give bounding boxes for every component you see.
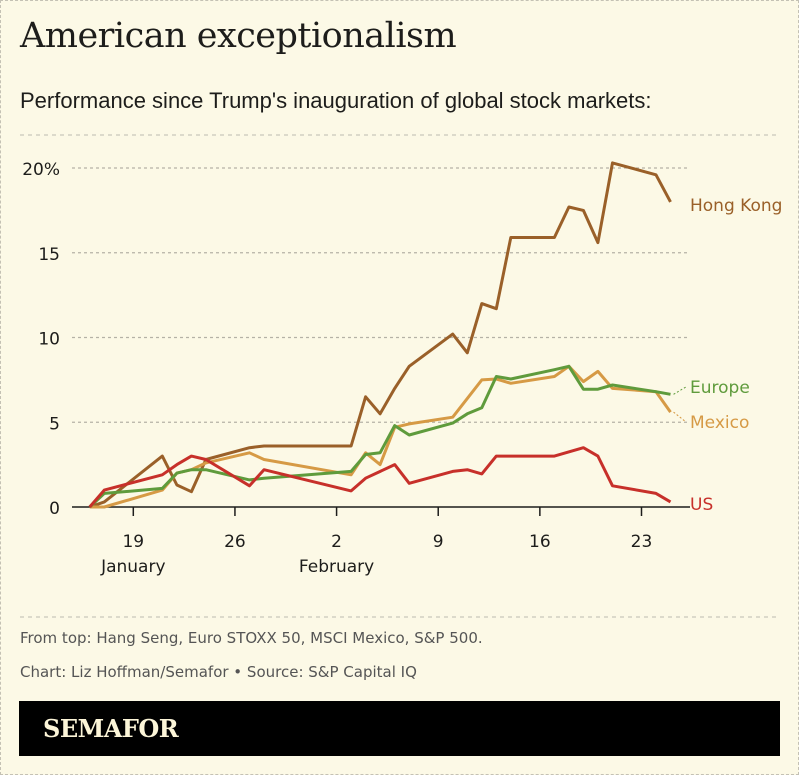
x-tick-label: 23: [631, 532, 653, 552]
y-tick-label: 5: [49, 414, 60, 434]
series-line-us: [88, 446, 672, 508]
series-label: Mexico: [690, 413, 749, 433]
y-tick-label: 10: [38, 330, 60, 350]
y-tick-label: 20%: [22, 160, 60, 180]
semafor-logo: SEMAFOR: [43, 714, 179, 743]
label-leader: [673, 386, 687, 395]
x-tick-label: 26: [224, 532, 246, 552]
y-tick-label: 15: [38, 245, 60, 265]
month-label: January: [100, 557, 165, 577]
x-tick-label: 16: [529, 532, 551, 552]
series-label: Hong Kong: [690, 196, 782, 216]
series-label: US: [690, 495, 713, 515]
series-line-europe: [88, 364, 671, 509]
y-tick-label: 0: [49, 499, 60, 519]
footnote: From top: Hang Seng, Euro STOXX 50, MSCI…: [20, 629, 483, 647]
brand-bar: SEMAFOR: [19, 701, 780, 756]
month-label: February: [299, 557, 374, 577]
label-leader: [673, 411, 687, 423]
credit-line: Chart: Liz Hoffman/Semafor • Source: S&P…: [20, 663, 417, 681]
series-line-hong-kong: [89, 161, 672, 509]
x-tick-label: 19: [122, 532, 144, 552]
chart-subtitle: Performance since Trump's inauguration o…: [20, 88, 652, 113]
x-tick-label: 9: [433, 532, 444, 552]
x-tick-label: 2: [331, 532, 342, 552]
series-label: Europe: [690, 378, 750, 398]
chart-title: American exceptionalism: [20, 16, 457, 56]
